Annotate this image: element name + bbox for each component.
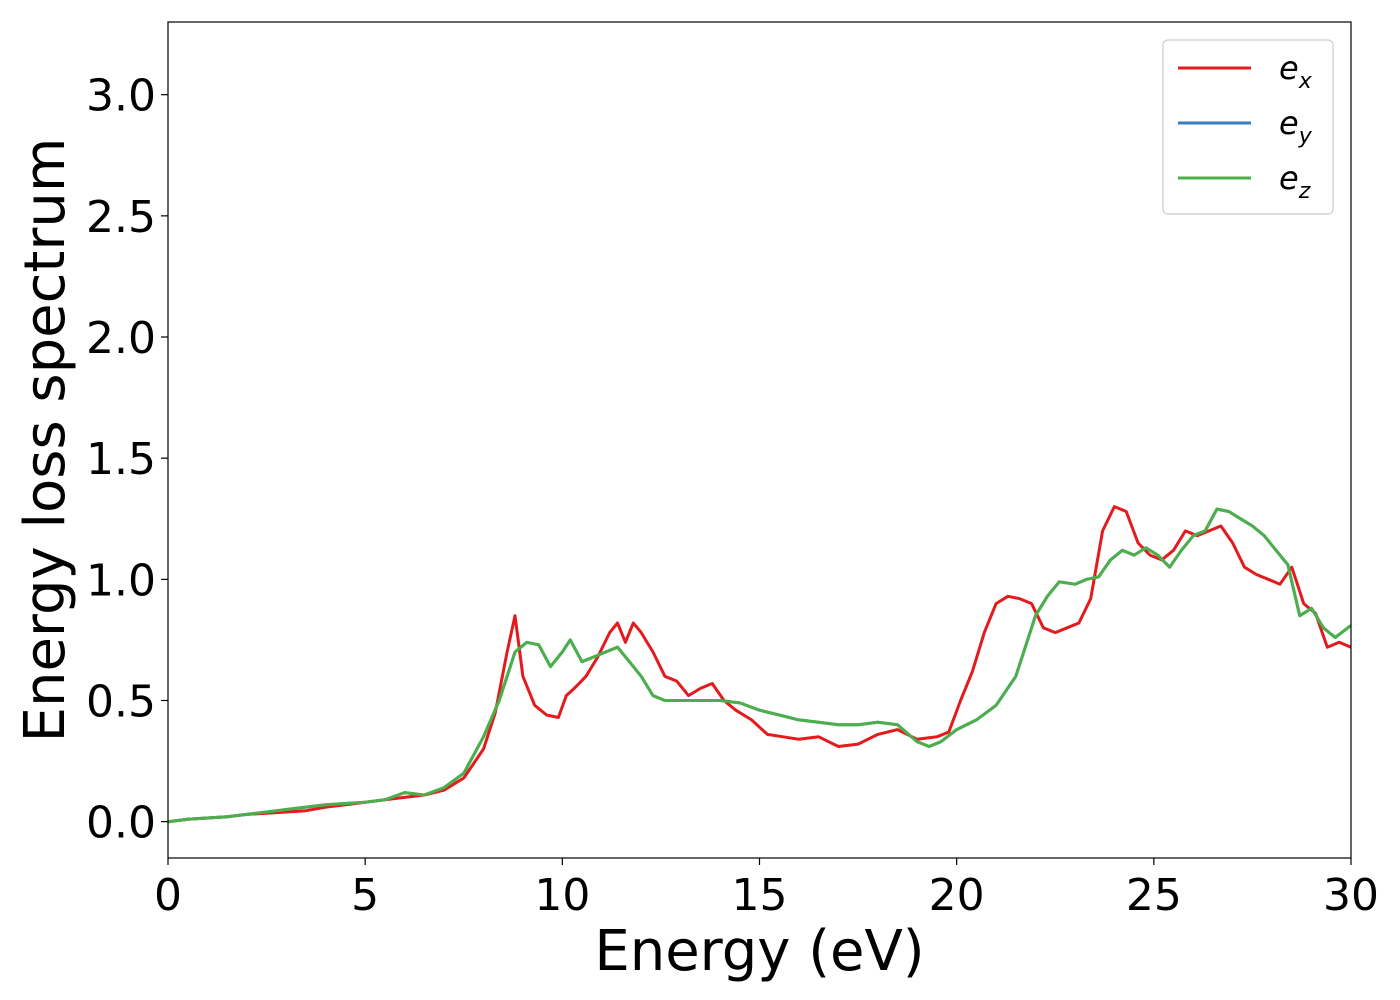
legend-label-x: ex: [1279, 49, 1313, 94]
y-tick-label: 3.0: [86, 71, 156, 122]
y-axis-label: Energy loss spectrum: [13, 138, 78, 743]
y-tick-label: 1.0: [86, 555, 156, 606]
x-tick-label: 30: [1323, 870, 1379, 921]
series-layer: [168, 505, 1351, 824]
y-tick-label: 2.5: [86, 192, 156, 243]
legend-label-base: e: [1279, 49, 1299, 87]
legend-label-z: ez: [1279, 159, 1311, 204]
x-tick-label: 0: [154, 870, 182, 921]
legend-label-y: ey: [1279, 104, 1313, 149]
legend-label-subscript: z: [1298, 179, 1311, 204]
x-axis-label: Energy (eV): [594, 919, 924, 984]
y-tick-label: 0.0: [86, 798, 156, 849]
series-line-z: [168, 507, 1351, 824]
y-axis-ticks: 0.0 0.5 1.0 1.5 2.0 2.5 3.0: [86, 71, 168, 849]
x-tick-label: 15: [732, 870, 788, 921]
legend-label-subscript: x: [1298, 69, 1313, 94]
x-tick-label: 10: [534, 870, 590, 921]
legend-box: [1162, 39, 1334, 215]
x-tick-label: 5: [351, 870, 379, 921]
series-line-y: [168, 507, 1351, 824]
legend-label-subscript: y: [1298, 124, 1313, 149]
x-axis-ticks: 0 5 10 15 20 25 30: [154, 858, 1379, 921]
x-tick-label: 25: [1126, 870, 1182, 921]
series-line-x: [168, 505, 1351, 824]
legend-label-base: e: [1279, 104, 1299, 142]
y-tick-label: 0.5: [86, 676, 156, 727]
y-tick-label: 1.5: [86, 434, 156, 485]
x-tick-label: 20: [929, 870, 985, 921]
y-tick-label: 2.0: [86, 313, 156, 364]
legend-label-base: e: [1279, 159, 1299, 197]
